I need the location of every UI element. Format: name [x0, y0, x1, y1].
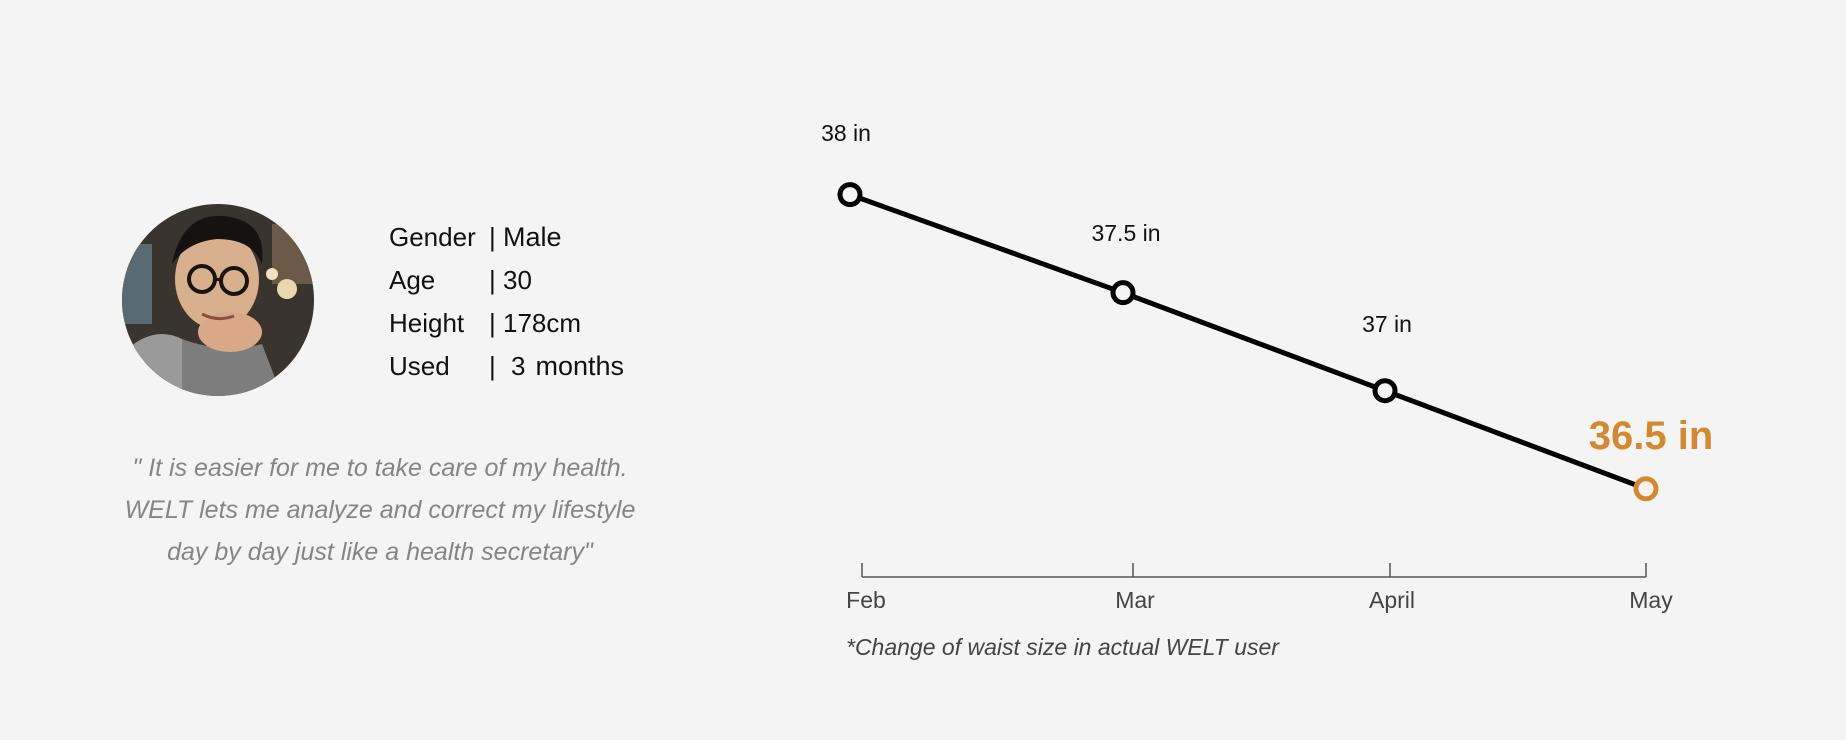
- data-label: 37.5 in: [1091, 220, 1160, 246]
- x-tick-label: May: [1629, 587, 1673, 613]
- data-point: [837, 182, 863, 208]
- data-label: 37 in: [1362, 311, 1412, 337]
- separator: |: [489, 265, 496, 295]
- separator: |: [489, 222, 496, 252]
- user-profile: Gender | Male Age | 30 Height | 178cm Us…: [389, 216, 624, 388]
- quote-line: " It is easier for me to take care of my…: [132, 454, 628, 482]
- data-point: [1110, 280, 1136, 306]
- profile-row-gender: Gender | Male: [389, 216, 624, 259]
- quote-line: WELT lets me analyze and correct my life…: [124, 496, 636, 524]
- gender-label: Gender: [389, 222, 476, 252]
- chart-footnote: *Change of waist size in actual WELT use…: [846, 634, 1279, 660]
- x-tick-label: Mar: [1115, 587, 1155, 613]
- age-value: 30: [503, 265, 532, 295]
- testimonial-quote: " It is easier for me to take care of my…: [90, 447, 670, 573]
- gender-value: Male: [503, 222, 562, 252]
- separator: |: [489, 351, 496, 381]
- data-point: [1372, 378, 1398, 404]
- quote-line: day by day just like a health secretary": [167, 538, 593, 566]
- used-unit: months: [535, 351, 625, 381]
- series-line: [849, 192, 1647, 492]
- data-label: 38 in: [821, 120, 871, 146]
- height-value: 178cm: [503, 308, 582, 338]
- highlight-data-point: [1633, 476, 1659, 502]
- profile-row-height: Height | 178cm: [389, 302, 624, 345]
- separator: |: [489, 308, 496, 338]
- profile-row-used: Used | 3 months: [389, 345, 624, 388]
- used-number: 3: [511, 351, 526, 381]
- used-label: Used: [389, 351, 450, 381]
- profile-row-age: Age | 30: [389, 259, 624, 302]
- x-tick-label: April: [1369, 587, 1415, 613]
- age-label: Age: [389, 265, 436, 295]
- height-label: Height: [389, 308, 465, 338]
- highlight-data-label: 36.5 in: [1589, 414, 1714, 458]
- x-tick-label: Feb: [846, 587, 886, 613]
